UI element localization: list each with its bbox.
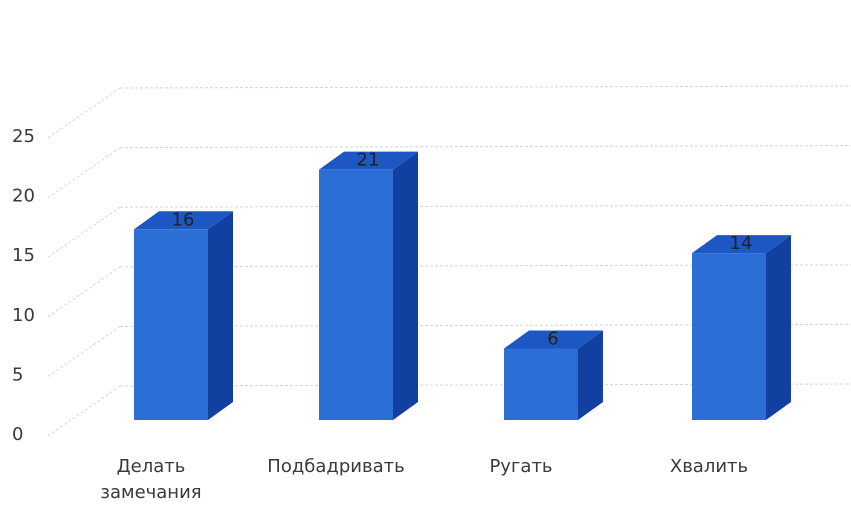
gridline-side bbox=[47, 206, 121, 258]
bar-front bbox=[504, 348, 578, 420]
y-tick-label: 25 bbox=[12, 126, 35, 147]
bar-side bbox=[393, 151, 418, 420]
bar-side bbox=[208, 211, 233, 420]
gridline-side bbox=[47, 87, 121, 139]
gridline-side bbox=[47, 266, 121, 318]
data-label: 16 bbox=[172, 209, 195, 230]
bar bbox=[134, 211, 233, 420]
data-labels: 16 21 6 14 bbox=[172, 150, 753, 350]
data-label: 14 bbox=[730, 233, 753, 254]
bar-side bbox=[766, 235, 791, 420]
bar bbox=[692, 235, 791, 420]
gridlines bbox=[47, 85, 851, 437]
bar-front bbox=[134, 229, 208, 420]
x-axis-categories: Делать замечания Подбадривать Ругать Хвалить bbox=[100, 456, 748, 503]
bar-top bbox=[319, 151, 418, 170]
bar bbox=[319, 151, 418, 420]
gridline-side bbox=[47, 325, 121, 377]
data-label: 21 bbox=[357, 150, 380, 171]
data-label: 6 bbox=[547, 328, 558, 349]
bar-front bbox=[692, 253, 766, 420]
bar-front bbox=[319, 169, 393, 420]
gridline-side bbox=[47, 385, 121, 437]
y-tick-label: 20 bbox=[12, 186, 35, 207]
gridline bbox=[119, 204, 851, 208]
y-axis-ticks: 0 5 10 15 20 25 bbox=[12, 126, 35, 445]
y-tick-label: 5 bbox=[12, 364, 23, 385]
gridline bbox=[119, 264, 851, 268]
bar-top bbox=[134, 211, 233, 230]
gridline bbox=[119, 383, 851, 387]
gridline bbox=[119, 85, 851, 89]
y-tick-label: 10 bbox=[12, 305, 35, 326]
bar-top bbox=[504, 330, 603, 349]
gridline bbox=[119, 145, 851, 149]
bar bbox=[504, 330, 603, 420]
x-category-label: Хвалить bbox=[670, 456, 748, 477]
bars bbox=[134, 151, 791, 420]
x-category-label: Подбадривать bbox=[267, 456, 404, 477]
x-category-label: Делать замечания bbox=[100, 456, 201, 503]
y-tick-label: 15 bbox=[12, 245, 35, 266]
x-category-label: Ругать bbox=[489, 456, 552, 477]
gridline bbox=[119, 323, 851, 327]
bar-side bbox=[578, 330, 603, 420]
gridline-side bbox=[47, 147, 121, 199]
y-tick-label: 0 bbox=[12, 424, 23, 445]
bar-top bbox=[692, 235, 791, 254]
